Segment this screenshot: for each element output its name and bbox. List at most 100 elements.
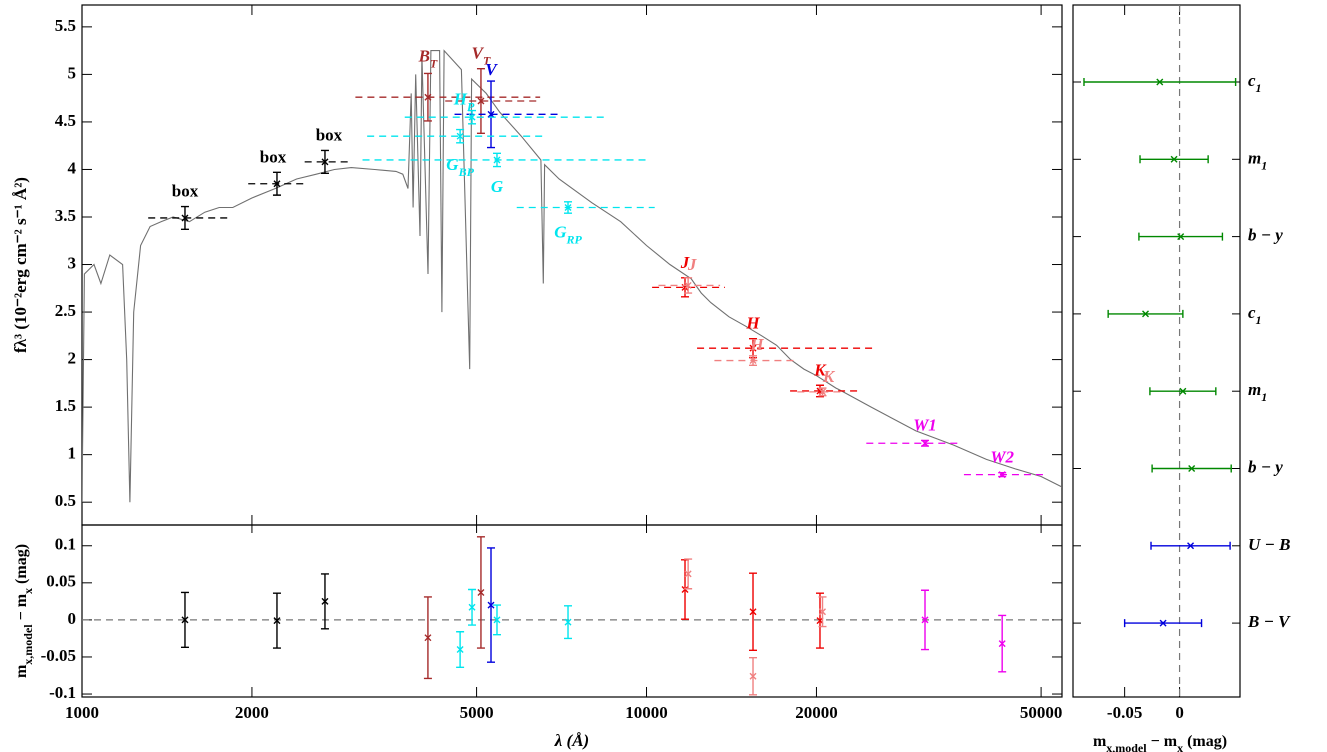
point-marker bbox=[998, 471, 1006, 479]
point-marker bbox=[273, 617, 281, 625]
point-marker bbox=[468, 603, 476, 611]
y-tick-label: 1 bbox=[68, 444, 77, 463]
photometry-label: HP bbox=[453, 89, 475, 113]
y-tick-label: 4 bbox=[68, 158, 77, 177]
y-tick-label: -0.05 bbox=[41, 646, 76, 665]
point-marker bbox=[321, 158, 329, 166]
photometry-label: GBP bbox=[446, 155, 474, 179]
photometry-label-part: W1 bbox=[913, 415, 937, 434]
photometry-label-part: B bbox=[418, 46, 430, 65]
photometry-label-part: box bbox=[260, 147, 287, 166]
photometry-label: J bbox=[687, 255, 697, 274]
photometry-label-part: W2 bbox=[990, 448, 1014, 467]
y-tick-label: 5 bbox=[68, 63, 77, 82]
point-marker bbox=[1159, 619, 1167, 627]
x-axis-label-part: (mag) bbox=[1183, 733, 1227, 750]
point-marker bbox=[819, 388, 827, 396]
photometry-label-part: J bbox=[687, 255, 697, 274]
category-label: U − B bbox=[1248, 535, 1290, 554]
photometry-label-part: H bbox=[745, 314, 760, 333]
point-marker bbox=[749, 344, 757, 352]
point-marker bbox=[477, 97, 485, 105]
point-marker bbox=[1156, 78, 1164, 86]
category-label-part: 1 bbox=[1261, 390, 1267, 404]
x-tick-label: 0 bbox=[1175, 703, 1184, 722]
photometry-label-part: T bbox=[430, 56, 438, 70]
photometry-label-part: BP bbox=[458, 165, 475, 179]
y-tick-label: 0.1 bbox=[55, 535, 76, 554]
photometry-label: VT bbox=[472, 44, 491, 68]
point-marker bbox=[1142, 310, 1150, 318]
category-label: B − V bbox=[1247, 612, 1291, 631]
point-marker bbox=[749, 357, 757, 365]
x-axis-label: λ (Å) bbox=[554, 731, 589, 750]
point-marker bbox=[493, 156, 501, 164]
photometry-label-part: P bbox=[467, 99, 475, 113]
point-marker bbox=[456, 646, 464, 654]
photometry-label: K bbox=[822, 367, 836, 386]
photometry-label-part: RP bbox=[565, 232, 582, 246]
y-tick-label: 3 bbox=[68, 253, 77, 272]
category-label-part: B − V bbox=[1247, 612, 1291, 631]
category-label-part: m bbox=[1248, 380, 1261, 399]
photometry-label: box bbox=[260, 147, 287, 166]
photometry-label-part: G bbox=[491, 177, 504, 196]
y-axis-label: mx,model − mx (mag) bbox=[13, 544, 35, 678]
category-label-part: c bbox=[1248, 303, 1256, 322]
model-spectrum bbox=[82, 49, 1062, 503]
x-tick-label: 20000 bbox=[795, 703, 838, 722]
point-marker bbox=[749, 672, 757, 680]
point-marker bbox=[424, 634, 432, 642]
point-marker bbox=[749, 608, 757, 616]
x-axis-label-part: x,model bbox=[1106, 741, 1147, 752]
photometry-label: BT bbox=[418, 46, 438, 70]
category-label-part: 1 bbox=[1256, 313, 1262, 327]
point-marker bbox=[564, 618, 572, 626]
y-tick-label: 0 bbox=[68, 609, 77, 628]
y-tick-label: 4.5 bbox=[55, 111, 76, 130]
category-label: m1 bbox=[1248, 148, 1267, 172]
photometry-label-part: box bbox=[316, 125, 343, 144]
x-axis-label: mx,model − mx (mag) bbox=[1093, 733, 1227, 752]
y-tick-label: 2 bbox=[68, 348, 77, 367]
photometry-label: box bbox=[172, 181, 199, 200]
point-marker bbox=[1188, 465, 1196, 472]
point-marker bbox=[321, 597, 329, 605]
point-marker bbox=[921, 439, 929, 447]
y-tick-label: -0.1 bbox=[49, 683, 76, 702]
photometry-label: H bbox=[749, 335, 764, 354]
x-tick-label: 10000 bbox=[625, 703, 668, 722]
photometry-label: W1 bbox=[913, 415, 937, 434]
point-marker bbox=[468, 113, 476, 121]
point-marker bbox=[681, 586, 689, 593]
point-marker bbox=[684, 570, 692, 578]
category-label-part: b − y bbox=[1248, 457, 1283, 476]
y-tick-label: 2.5 bbox=[55, 301, 76, 320]
category-label-part: m bbox=[1248, 148, 1261, 167]
point-marker bbox=[684, 281, 692, 289]
point-marker bbox=[921, 616, 929, 624]
x-tick-label: 1000 bbox=[65, 703, 99, 722]
y-axis-label-part: (mag) bbox=[13, 544, 30, 588]
photometry-label: W2 bbox=[990, 448, 1014, 467]
x-axis-label-part: m bbox=[1093, 733, 1107, 750]
point-marker bbox=[487, 601, 495, 609]
photometry-label: GRP bbox=[554, 222, 582, 246]
category-label: m1 bbox=[1248, 380, 1267, 404]
point-marker bbox=[493, 616, 501, 624]
point-marker bbox=[1179, 387, 1187, 395]
main-frame bbox=[81, 4, 1063, 526]
point-marker bbox=[1170, 155, 1178, 163]
y-tick-label: 0.5 bbox=[55, 491, 76, 510]
x-tick-label: 5000 bbox=[460, 703, 494, 722]
category-label-part: b − y bbox=[1248, 226, 1283, 245]
y-axis-label-part: fλ³ (10⁻²erg cm⁻² s⁻¹ Å²) bbox=[11, 177, 30, 353]
category-label-part: c bbox=[1248, 71, 1256, 90]
photometry-label-part: G bbox=[554, 222, 567, 241]
category-label-part: U − B bbox=[1248, 535, 1290, 554]
x-axis-label-part: x bbox=[1177, 741, 1183, 752]
photometry-label-part: K bbox=[813, 360, 827, 379]
photometry-label-part: K bbox=[822, 367, 836, 386]
point-marker bbox=[424, 93, 432, 101]
